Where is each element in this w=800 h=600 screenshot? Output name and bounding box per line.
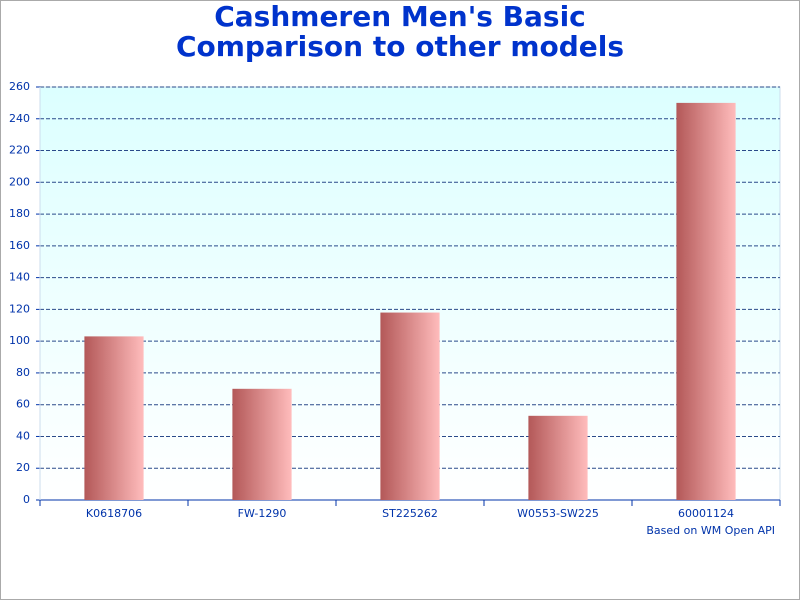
y-tick-label: 200 bbox=[9, 175, 30, 188]
y-tick-label: 120 bbox=[9, 302, 30, 315]
y-tick-label: 140 bbox=[9, 271, 30, 284]
y-tick-label: 220 bbox=[9, 144, 30, 157]
y-tick-label: 0 bbox=[23, 493, 30, 506]
bar bbox=[676, 102, 736, 500]
bar bbox=[232, 388, 292, 500]
y-tick-label: 160 bbox=[9, 239, 30, 252]
y-tick-label: 20 bbox=[16, 461, 30, 474]
bar bbox=[84, 336, 144, 500]
y-tick-label: 180 bbox=[9, 207, 30, 220]
x-tick-label: W0553-SW225 bbox=[517, 507, 599, 520]
y-tick-label: 260 bbox=[9, 80, 30, 93]
y-tick-label: 100 bbox=[9, 334, 30, 347]
chart-subtitle: Comparison to other models bbox=[176, 30, 624, 63]
y-tick-label: 60 bbox=[16, 398, 30, 411]
bar bbox=[528, 415, 588, 500]
y-tick-label: 80 bbox=[16, 366, 30, 379]
x-tick-label: ST225262 bbox=[382, 507, 438, 520]
x-tick-label: FW-1290 bbox=[238, 507, 287, 520]
x-tick-label: K0618706 bbox=[86, 507, 142, 520]
chart-title: Cashmeren Men's Basic bbox=[214, 0, 586, 33]
y-tick-label: 240 bbox=[9, 112, 30, 125]
annotation: Based on WM Open API bbox=[646, 524, 775, 537]
bar bbox=[380, 312, 440, 500]
y-tick-label: 40 bbox=[16, 429, 30, 442]
x-tick-label: 60001124 bbox=[678, 507, 734, 520]
